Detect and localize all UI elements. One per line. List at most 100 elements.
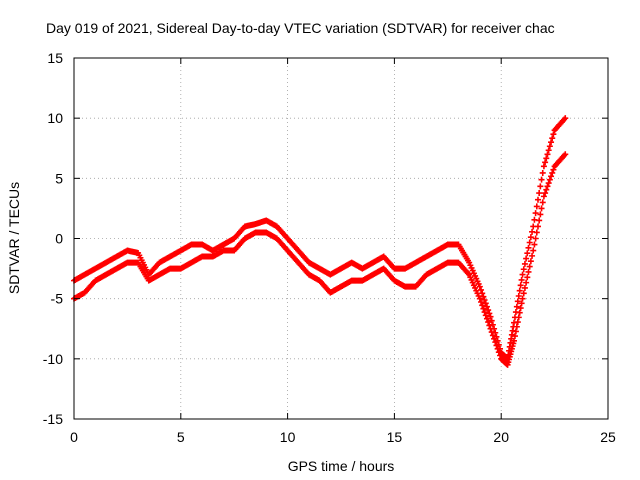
series-1 bbox=[71, 115, 569, 362]
tick-layer: 0 5 10 15 20 25 -15 -10 -5 0 5 10 15 bbox=[43, 50, 616, 445]
data-point bbox=[493, 342, 500, 349]
data-point bbox=[486, 322, 493, 329]
data-point bbox=[519, 295, 526, 302]
data-point bbox=[485, 319, 492, 326]
data-point bbox=[482, 300, 489, 307]
series-2 bbox=[71, 151, 569, 368]
y-axis-title: SDTVAR / TECUs bbox=[6, 182, 22, 294]
data-point bbox=[525, 244, 532, 251]
data-point bbox=[545, 147, 552, 154]
data-point bbox=[549, 135, 556, 142]
data-point bbox=[544, 151, 551, 158]
data-point bbox=[532, 210, 539, 217]
y-tick-label: 10 bbox=[47, 110, 63, 126]
data-point bbox=[476, 283, 483, 290]
x-tick-label: 15 bbox=[387, 429, 403, 445]
data-point bbox=[529, 252, 536, 259]
data-point bbox=[518, 276, 525, 283]
data-point bbox=[532, 235, 539, 242]
data-point bbox=[545, 180, 552, 187]
data-point bbox=[524, 274, 531, 281]
data-point bbox=[526, 263, 533, 270]
data-point bbox=[479, 302, 486, 309]
data-point bbox=[488, 317, 495, 324]
data-point bbox=[536, 217, 543, 224]
data-point bbox=[550, 131, 557, 138]
data-point bbox=[495, 349, 502, 356]
data-point bbox=[494, 345, 501, 352]
data-point bbox=[550, 166, 557, 173]
data-point bbox=[516, 309, 523, 316]
data-point bbox=[480, 305, 487, 312]
data-point bbox=[562, 115, 569, 122]
data-point bbox=[540, 163, 547, 170]
data-point bbox=[544, 183, 551, 190]
x-tick-label: 10 bbox=[280, 429, 296, 445]
data-point bbox=[514, 298, 521, 305]
data-point bbox=[530, 247, 537, 254]
data-point bbox=[492, 339, 499, 346]
data-point bbox=[497, 352, 504, 359]
data-point bbox=[481, 309, 488, 316]
data-point bbox=[520, 266, 527, 273]
x-tick-label: 5 bbox=[177, 429, 185, 445]
data-point bbox=[534, 196, 541, 203]
data-point bbox=[515, 292, 522, 299]
data-point bbox=[515, 314, 522, 321]
data-point bbox=[521, 260, 528, 267]
data-point bbox=[483, 315, 490, 322]
data-point bbox=[514, 319, 521, 326]
data-point bbox=[538, 176, 545, 183]
data-point bbox=[534, 223, 541, 230]
data-point bbox=[533, 203, 540, 210]
data-point bbox=[485, 307, 492, 314]
data-point bbox=[513, 303, 520, 310]
x-tick-label: 25 bbox=[600, 429, 616, 445]
data-point bbox=[521, 284, 528, 291]
chart-title: Day 019 of 2021, Sidereal Day-to-day VTE… bbox=[46, 20, 555, 36]
data-point bbox=[516, 287, 523, 294]
data-point bbox=[517, 305, 524, 312]
y-tick-label: -5 bbox=[51, 291, 64, 307]
data-point bbox=[533, 229, 540, 236]
data-point bbox=[523, 279, 530, 286]
data-point bbox=[527, 234, 534, 241]
y-tick-label: 0 bbox=[55, 231, 63, 247]
data-point bbox=[511, 337, 518, 344]
data-layer bbox=[71, 115, 569, 368]
data-point bbox=[548, 173, 555, 180]
data-point bbox=[546, 176, 553, 183]
data-point bbox=[488, 329, 495, 336]
data-point bbox=[536, 190, 543, 197]
data-point bbox=[539, 169, 546, 176]
data-point bbox=[520, 290, 527, 297]
data-point bbox=[539, 199, 546, 206]
y-tick-label: -10 bbox=[43, 351, 63, 367]
data-point bbox=[549, 169, 556, 176]
data-point bbox=[537, 183, 544, 190]
data-point bbox=[524, 250, 531, 257]
y-tick-label: 15 bbox=[47, 50, 63, 66]
data-point bbox=[543, 186, 550, 193]
data-point bbox=[518, 300, 525, 307]
y-tick-label: 5 bbox=[55, 170, 63, 186]
data-point bbox=[487, 325, 494, 332]
x-tick-label: 0 bbox=[70, 429, 78, 445]
data-point bbox=[491, 335, 498, 342]
data-point bbox=[523, 255, 530, 262]
data-point bbox=[476, 295, 483, 302]
x-tick-label: 20 bbox=[493, 429, 509, 445]
data-point bbox=[526, 239, 533, 246]
data-point bbox=[543, 155, 550, 162]
y-tick-label: -15 bbox=[43, 411, 63, 427]
data-point bbox=[481, 297, 488, 304]
data-point bbox=[542, 190, 549, 197]
data-point bbox=[483, 303, 490, 310]
data-point bbox=[527, 258, 534, 265]
data-point bbox=[512, 328, 519, 335]
data-point bbox=[486, 310, 493, 317]
data-point bbox=[537, 211, 544, 218]
data-point bbox=[482, 312, 489, 319]
